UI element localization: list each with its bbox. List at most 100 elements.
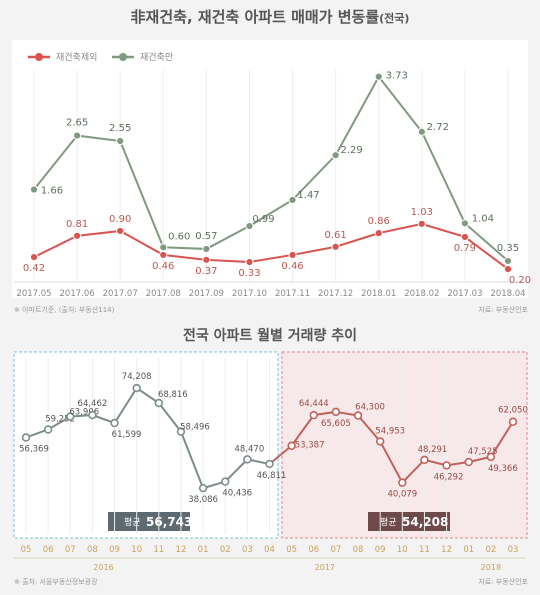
point-green bbox=[374, 72, 383, 81]
data-label-green: 1.66 bbox=[41, 186, 63, 197]
data-label-green: 1.04 bbox=[472, 213, 494, 224]
chart2-x-tick: 08 bbox=[353, 545, 364, 555]
chart2-x-tick: 02 bbox=[220, 545, 231, 555]
point-red bbox=[417, 219, 426, 228]
volume-data-label: 47,525 bbox=[468, 447, 498, 457]
volume-data-label: 68,816 bbox=[158, 390, 188, 400]
volume-data-label: 56,369 bbox=[19, 444, 49, 454]
volume-data-label: 48,291 bbox=[418, 445, 448, 455]
point-green bbox=[503, 256, 513, 266]
data-label-green: 2.65 bbox=[66, 118, 88, 129]
volume-point bbox=[464, 457, 473, 467]
volume-data-label: 64,300 bbox=[355, 403, 385, 413]
volume-point bbox=[508, 417, 518, 426]
volume-point bbox=[287, 441, 296, 450]
series-line-red bbox=[33, 222, 509, 270]
point-green bbox=[331, 151, 340, 160]
volume-data-label: 38,086 bbox=[188, 495, 218, 505]
chart2-x-tick: 05 bbox=[21, 545, 32, 555]
chart1-panel bbox=[12, 40, 528, 298]
point-green bbox=[116, 136, 125, 146]
chart2-period1-box bbox=[13, 351, 279, 539]
chart1-source-note: ※ 아파트기준, (출처: 부동산114) bbox=[14, 305, 115, 314]
data-label-red: 1.03 bbox=[411, 207, 433, 218]
chart2-credit-note: 자료: 부동산인포 bbox=[478, 577, 528, 586]
volume-point bbox=[66, 412, 75, 421]
data-label-red: 0.33 bbox=[238, 268, 260, 279]
volume-point bbox=[198, 483, 208, 493]
point-red bbox=[29, 253, 39, 262]
volume-point bbox=[132, 383, 141, 393]
chart2-x-tick: 06 bbox=[43, 545, 54, 555]
chart1-credit-note: 자료: 부동산인포 bbox=[478, 305, 528, 314]
chart1-title: 非재건축, 재건축 아파트 매매가 변동률(전국) bbox=[131, 8, 410, 26]
volume-data-label: 64,444 bbox=[299, 399, 329, 409]
data-label-red: 0.81 bbox=[66, 219, 88, 230]
chart2-x-tick: 07 bbox=[330, 545, 341, 555]
data-label-red: 0.61 bbox=[325, 230, 347, 241]
chart2-x-tick: 11 bbox=[419, 545, 430, 555]
point-red bbox=[202, 255, 211, 264]
data-label-red: 0.46 bbox=[152, 261, 174, 272]
data-label-red: 0.90 bbox=[109, 214, 131, 225]
chart2-year-label: 2018 bbox=[481, 563, 501, 572]
chart2-x-tick: 03 bbox=[508, 545, 519, 555]
volume-data-label: 46,811 bbox=[257, 471, 287, 481]
chart1-x-tick: 2017.07 bbox=[103, 289, 138, 299]
data-label-green: 1.47 bbox=[297, 190, 319, 201]
series-line-green bbox=[33, 74, 509, 262]
legend-marker-green bbox=[119, 53, 127, 61]
volume-point bbox=[176, 427, 186, 436]
chart1-x-tick: 2017.09 bbox=[189, 289, 224, 299]
avg-badge-2: 평균 54,208 bbox=[368, 512, 450, 531]
data-label-green: 0.35 bbox=[497, 243, 519, 254]
chart1-x-tick: 2017.03 bbox=[447, 289, 482, 299]
legend-label-green: 재건축만 bbox=[140, 52, 173, 63]
data-label-red: 0.46 bbox=[281, 261, 303, 272]
avg-badge-1: 평균 56,743 bbox=[108, 512, 192, 531]
volume-point bbox=[265, 459, 274, 469]
chart2-x-tick: 05 bbox=[286, 545, 297, 555]
chart2-x-tick: 07 bbox=[65, 545, 76, 555]
data-label-green: 2.29 bbox=[341, 145, 363, 156]
point-green bbox=[460, 219, 470, 228]
data-label-green: 3.73 bbox=[386, 71, 408, 82]
data-label-green: 0.99 bbox=[252, 214, 274, 225]
volume-data-label: 54,953 bbox=[375, 426, 405, 436]
volume-data-label: 48,470 bbox=[234, 444, 264, 454]
legend-label-red: 재건축제외 bbox=[56, 51, 97, 63]
point-red bbox=[116, 226, 125, 236]
chart1-x-tick: 2017.10 bbox=[232, 289, 267, 299]
volume-data-label: 53,387 bbox=[295, 441, 325, 451]
volume-data-label: 46,292 bbox=[434, 472, 464, 482]
volume-data-label: 62,050 bbox=[498, 406, 528, 416]
chart1-x-tick: 2018.01 bbox=[361, 289, 396, 299]
chart1-legend: 재건축제외 재건축만 bbox=[28, 51, 173, 63]
point-red bbox=[245, 257, 254, 267]
chart1-x-tick: 2017.11 bbox=[275, 289, 310, 299]
point-red bbox=[72, 231, 82, 240]
volume-point bbox=[221, 477, 230, 486]
data-label-green: 2.55 bbox=[109, 123, 131, 134]
avg-badge-1-value: 56,743 bbox=[146, 515, 192, 529]
point-green bbox=[288, 195, 297, 204]
volume-point bbox=[375, 437, 385, 446]
data-label-green: 2.72 bbox=[427, 122, 449, 133]
avg-badge-2-label: 평균 bbox=[380, 517, 397, 528]
volume-point bbox=[353, 411, 363, 420]
volume-point bbox=[21, 433, 31, 442]
chart1-x-tick: 2017.12 bbox=[318, 289, 353, 299]
chart2-x-tick: 09 bbox=[375, 545, 386, 555]
volume-point bbox=[88, 410, 97, 420]
volume-data-label: 61,599 bbox=[112, 430, 142, 440]
point-red bbox=[460, 232, 470, 242]
data-label-red: 0.86 bbox=[368, 216, 390, 227]
volume-data-label: 59,252 bbox=[45, 414, 75, 424]
volume-data-label: 64,462 bbox=[78, 399, 108, 409]
volume-point bbox=[331, 407, 341, 417]
chart2-x-tick: 04 bbox=[264, 545, 275, 555]
point-red bbox=[503, 265, 513, 274]
chart2-plot: 05 06 07 08 09 10 11 12 01 02 03 04 05 06 07 08 09 10 11 12… bbox=[14, 358, 528, 572]
chart2-x-tick: 11 bbox=[153, 545, 164, 555]
